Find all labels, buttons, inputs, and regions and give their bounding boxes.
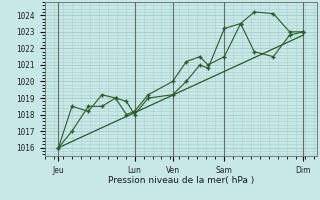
X-axis label: Pression niveau de la mer( hPa ): Pression niveau de la mer( hPa ) — [108, 176, 254, 185]
